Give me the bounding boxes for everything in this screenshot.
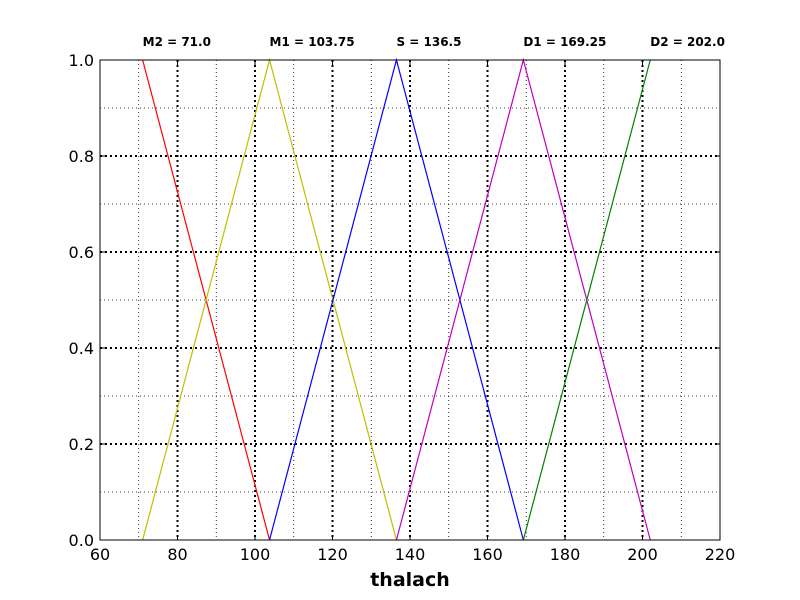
x-tick-label: 220 (705, 545, 736, 564)
peak-annotation-3: S = 136.5 (396, 35, 461, 49)
x-tick-label: 80 (167, 545, 187, 564)
peak-annotations: M2 = 71.0 M1 = 103.75 S = 136.5 D1 = 169.25… (143, 35, 725, 49)
x-tick-label: 140 (395, 545, 426, 564)
x-axis-label: thalach (370, 569, 450, 591)
x-tick-label: 160 (472, 545, 503, 564)
peak-annotation-1: M2 = 71.0 (143, 35, 211, 49)
x-tick-label: 180 (550, 545, 581, 564)
y-tick-label: 0.8 (69, 147, 94, 166)
y-tick-label: 1.0 (69, 51, 94, 70)
y-tick-label: 0.6 (69, 243, 94, 262)
x-tick-label: 200 (627, 545, 658, 564)
y-tick-label: 0.2 (69, 435, 94, 454)
x-tick-label: 60 (90, 545, 110, 564)
y-tick-label: 0.0 (69, 531, 94, 550)
axis-ticks: 60 80 100 120 140 160 180 200 220 0.0 0.2 0.4 0.6 0.8… (69, 51, 736, 564)
grid (100, 60, 720, 540)
peak-annotation-4: D1 = 169.25 (523, 35, 606, 49)
peak-annotation-5: D2 = 202.0 (650, 35, 725, 49)
y-tick-label: 0.4 (69, 339, 94, 358)
series-line-5 (522, 59, 651, 541)
x-tick-label: 120 (317, 545, 348, 564)
x-tick-label: 100 (240, 545, 271, 564)
peak-annotation-2: M1 = 103.75 (270, 35, 355, 49)
